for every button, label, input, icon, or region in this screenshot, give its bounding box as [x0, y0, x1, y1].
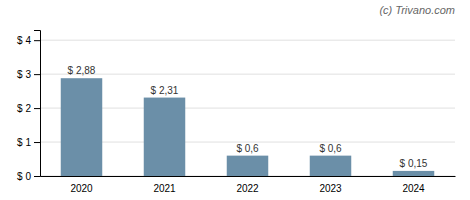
- bar: [393, 171, 435, 176]
- chart-svg: $ 0 $ 1 $ 2 $ 3 $ 4 2020 2021 2022 2023 2024 $ 2,8…: [0, 0, 470, 200]
- x-tick-label: 2021: [153, 183, 176, 194]
- data-label: $ 0,6: [236, 143, 259, 154]
- data-label: $ 2,31: [151, 85, 179, 96]
- y-tick-label: $ 1: [17, 137, 31, 148]
- x-tick: 2023: [319, 183, 342, 194]
- data-label: $ 0,15: [400, 158, 428, 169]
- y-tick: $ 3: [17, 69, 40, 80]
- y-tick-label: $ 3: [17, 69, 31, 80]
- y-tick-mark: [34, 108, 40, 109]
- y-tick: $ 4: [17, 35, 40, 46]
- x-tick-label: 2022: [236, 183, 259, 194]
- bars: [61, 78, 435, 176]
- y-axis-line: [34, 31, 41, 177]
- y-tick-mark: [34, 74, 40, 75]
- watermark: (c) Trivano.com: [379, 4, 455, 16]
- chart-container: $ 0 $ 1 $ 2 $ 3 $ 4 2020 2021 2022 2023 2024 $ 2,8…: [0, 0, 470, 200]
- y-tick-mark: [34, 40, 40, 41]
- x-tick: 2020: [70, 183, 93, 194]
- x-tick: 2022: [236, 183, 259, 194]
- y-tick-mark: [34, 176, 40, 177]
- data-label: $ 2,88: [68, 65, 96, 76]
- grid-line: [40, 74, 455, 75]
- bar: [310, 156, 352, 176]
- y-tick-label: $ 2: [17, 103, 31, 114]
- y-tick: $ 2: [17, 103, 40, 114]
- y-tick-label: $ 4: [17, 35, 31, 46]
- x-axis-line: [41, 176, 456, 177]
- y-tick-label: $ 0: [17, 171, 31, 182]
- plot-area: $ 0 $ 1 $ 2 $ 3 $ 4 2020 2021 2022 2023 2024 $ 2,8…: [17, 31, 455, 195]
- annotations: (c) Trivano.com: [379, 4, 455, 16]
- bar: [227, 156, 269, 176]
- y-axis: $ 0 $ 1 $ 2 $ 3 $ 4: [17, 31, 40, 182]
- y-tick-mark: [34, 142, 40, 143]
- x-tick-label: 2023: [319, 183, 342, 194]
- x-tick-label: 2024: [402, 183, 425, 194]
- bar: [144, 98, 186, 176]
- x-tick-label: 2020: [70, 183, 93, 194]
- y-tick: $ 0: [17, 171, 40, 182]
- y-tick: $ 1: [17, 137, 40, 148]
- x-axis: 2020 2021 2022 2023 2024: [41, 177, 456, 195]
- data-label: $ 0,6: [319, 143, 342, 154]
- data-labels: $ 2,88 $ 2,31 $ 0,6 $ 0,6 $ 0,15: [68, 65, 428, 169]
- x-tick: 2021: [153, 183, 176, 194]
- grid: [40, 40, 455, 176]
- bar: [61, 78, 103, 176]
- grid-line: [40, 40, 455, 41]
- x-tick: 2024: [402, 183, 425, 194]
